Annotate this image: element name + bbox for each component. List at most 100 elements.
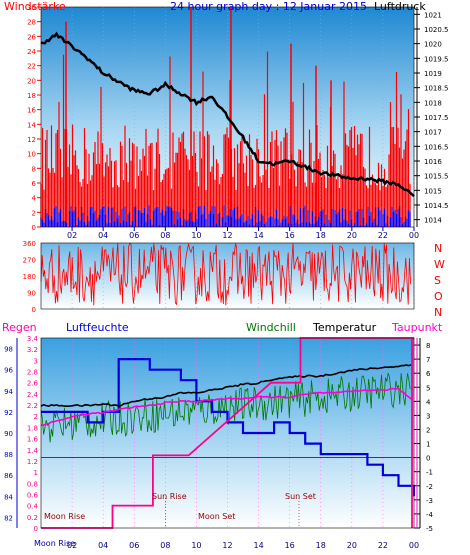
legend-regen: Regen — [2, 321, 37, 334]
y-left-tick-label: 24 — [27, 48, 36, 56]
y-left-tick-label: 28 — [27, 19, 36, 27]
rain-tick-label: 3 — [34, 357, 38, 365]
y-left-tick-label: 2 — [32, 209, 36, 217]
x-tick-label-bottom: 16 — [285, 541, 295, 550]
direction-tick-label: 360 — [23, 240, 36, 248]
y-left-tick-label: 0 — [32, 224, 36, 232]
rain-tick-label: 0.6 — [27, 491, 39, 499]
humidity-tick-label: 94 — [4, 388, 13, 396]
rain-tick-label: 2.6 — [27, 380, 39, 388]
rain-tick-label: 3.4 — [27, 335, 39, 343]
x-tick-label-bottom: 04 — [98, 541, 108, 550]
temp-tick-label: 3 — [426, 412, 430, 420]
x-tick-label: 10 — [191, 231, 201, 240]
rain-tick-label: 0 — [34, 525, 38, 533]
pressure-line — [40, 31, 415, 198]
y-right-tick-label: 1014.5 — [424, 202, 449, 210]
rain-tick-label: 1.2 — [27, 458, 38, 466]
temp-tick-label: 6 — [426, 370, 431, 378]
legend-luftfeuchte: Luftfeuchte — [66, 321, 129, 334]
y-right-tick-label: 1016.5 — [424, 143, 449, 151]
rain-tick-label: 2.2 — [27, 402, 38, 410]
rain-tick-label: 2.4 — [27, 391, 39, 399]
y-right-tick-label: 1017 — [424, 129, 442, 137]
temp-tick-label: 4 — [426, 398, 431, 406]
x-tick-label-bottom: 08 — [160, 541, 170, 550]
y-left-tick-label: 22 — [27, 63, 36, 71]
legend-windchill: Windchill — [246, 321, 296, 334]
rain-tick-label: 1.4 — [27, 447, 39, 455]
x-tick-label-bottom: 22 — [378, 541, 388, 550]
compass-label-n-bottom: N — [434, 306, 442, 319]
wind-direction-line — [40, 242, 411, 306]
x-tick-label: 04 — [98, 231, 108, 240]
temp-tick-label: 0 — [426, 455, 430, 463]
temp-tick-label: -1 — [426, 469, 433, 477]
right-axis-label-luftdruck: Luftdruck — [374, 0, 426, 13]
dewpoint-line — [40, 386, 412, 427]
compass-label-s: S — [434, 274, 441, 287]
temp-tick-label: 5 — [426, 384, 430, 392]
annotation-sun-set: Sun Set — [285, 492, 316, 501]
rain-tick-label: 1.8 — [27, 424, 38, 432]
x-tick-label-bottom: 10 — [191, 541, 201, 550]
direction-tick-label: 90 — [27, 290, 36, 298]
wind-pressure-frame — [40, 6, 415, 228]
annotation-moon-rise-2: Moon Rise — [34, 539, 75, 548]
humidity-tick-label: 88 — [4, 451, 13, 459]
x-tick-label: 00 — [409, 231, 419, 240]
y-right-tick-label: 1017.5 — [424, 114, 449, 122]
temp-tick-label: 1 — [426, 441, 430, 449]
y-right-tick-label: 1015.5 — [424, 173, 449, 181]
humidity-temp-plot-area — [41, 338, 414, 528]
annotation-moon-set: Moon Set — [198, 512, 235, 521]
temp-tick-label: -4 — [426, 511, 434, 519]
y-left-tick-label: 8 — [32, 165, 36, 173]
y-right-tick-label: 1015 — [424, 187, 442, 195]
y-right-tick-label: 1016 — [424, 158, 442, 166]
temp-tick-label: -3 — [426, 497, 433, 505]
humidity-temp-frame — [40, 337, 415, 529]
legend-taupunkt: Taupunkt — [391, 321, 443, 334]
temp-tick-label: 2 — [426, 426, 430, 434]
left-axis-label-windstarke: Windstärke — [4, 0, 66, 13]
rain-tick-label: 2 — [34, 413, 38, 421]
x-tick-label-bottom: 06 — [129, 541, 139, 550]
rain-tick-label: 1.6 — [27, 436, 39, 444]
annotation-sun-rise: Sun Rise — [152, 492, 187, 501]
compass-label-w: W — [434, 258, 445, 271]
rain-tick-label: 0.8 — [27, 480, 38, 488]
direction-tick-label: 0 — [32, 306, 36, 314]
humidity-tick-label: 82 — [4, 514, 13, 522]
humidity-tick-label: 90 — [4, 430, 13, 438]
x-tick-label: 02 — [67, 231, 77, 240]
wind-direction-frame — [40, 242, 415, 310]
x-tick-label: 20 — [347, 231, 357, 240]
y-right-tick-label: 1019 — [424, 70, 442, 78]
temp-tick-label: 8 — [426, 342, 430, 350]
x-tick-label-bottom: 20 — [347, 541, 357, 550]
chart-title: 24 hour graph day : 12 Januar 2015 — [170, 0, 367, 13]
y-right-tick-label: 1020 — [424, 41, 442, 49]
temp-tick-label: 7 — [426, 356, 430, 364]
x-tick-label-bottom: 18 — [316, 541, 326, 550]
x-tick-label-bottom: 14 — [253, 541, 263, 550]
y-left-tick-label: 10 — [27, 151, 36, 159]
rain-tick-label: 0.4 — [27, 503, 39, 511]
y-left-tick-label: 30 — [27, 4, 36, 12]
y-right-tick-label: 1018.5 — [424, 85, 449, 93]
x-tick-label: 22 — [378, 231, 388, 240]
temp-tick-label: -5 — [426, 525, 433, 533]
humidity-tick-label: 92 — [4, 409, 13, 417]
y-right-tick-label: 1020.5 — [424, 26, 449, 34]
direction-tick-label: 180 — [23, 273, 36, 281]
y-left-tick-label: 20 — [27, 77, 36, 85]
legend-temperatur: Temperatur — [312, 321, 377, 334]
x-tick-label-bottom: 12 — [222, 541, 232, 550]
direction-tick-label: 270 — [23, 257, 36, 265]
x-tick-label: 12 — [222, 231, 232, 240]
y-right-tick-label: 1018 — [424, 99, 442, 107]
compass-label-n-top: N — [434, 242, 442, 255]
